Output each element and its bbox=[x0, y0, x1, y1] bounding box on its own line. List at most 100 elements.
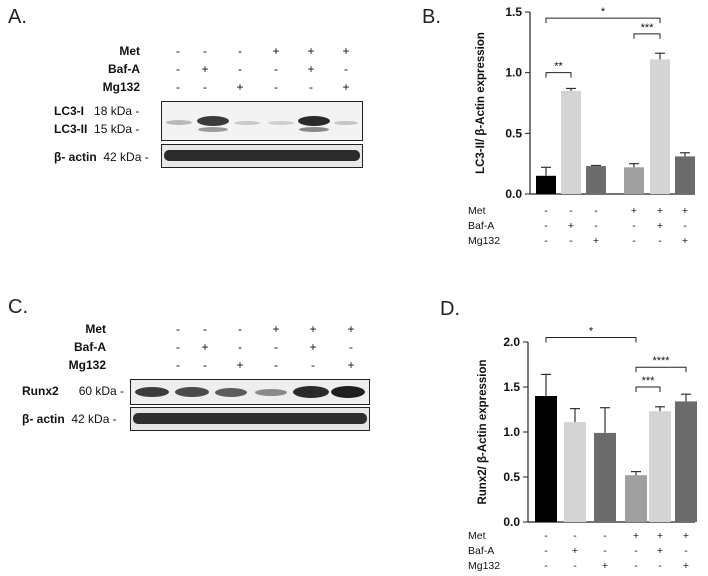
treatment-sign: + bbox=[342, 80, 350, 94]
treatment-sign: - bbox=[176, 322, 180, 336]
band bbox=[166, 120, 192, 125]
treatment-sign: + bbox=[201, 340, 209, 354]
panel-d-label: D. bbox=[440, 298, 460, 320]
treatment-sign: - bbox=[603, 545, 607, 557]
band bbox=[299, 127, 329, 132]
blot-image-actin-a bbox=[161, 144, 363, 168]
treatment-label: Met bbox=[119, 44, 140, 58]
treatment-sign: - bbox=[573, 530, 577, 542]
treatment-sign: + bbox=[657, 205, 663, 217]
treatment-sign: - bbox=[238, 340, 242, 354]
protein-size: 18 kDa - bbox=[94, 104, 140, 118]
treatment-sign: + bbox=[307, 62, 315, 76]
panel-a-label: A. bbox=[8, 6, 27, 28]
treatment-sign: + bbox=[683, 530, 689, 542]
treatment-sign: + bbox=[236, 80, 244, 94]
treatment-sign: + bbox=[682, 205, 688, 217]
treatment-label: Baf-A bbox=[468, 545, 494, 557]
y-tick-label: 2.0 bbox=[503, 335, 520, 349]
treatment-sign: + bbox=[657, 545, 663, 557]
treatment-sign: - bbox=[344, 62, 348, 76]
treatment-sign: - bbox=[658, 235, 662, 247]
treatment-sign: - bbox=[544, 545, 548, 557]
band bbox=[298, 116, 330, 126]
significance-label: * bbox=[601, 6, 606, 18]
treatment-sign: - bbox=[311, 358, 315, 372]
treatment-sign: - bbox=[632, 235, 636, 247]
treatment-sign: + bbox=[309, 322, 317, 336]
treatment-sign: + bbox=[602, 560, 608, 572]
y-tick-label: 1.5 bbox=[503, 380, 520, 394]
treatment-sign: - bbox=[569, 205, 573, 217]
band bbox=[293, 386, 329, 398]
protein-name: LC3-II bbox=[54, 122, 88, 136]
treatment-sign: - bbox=[658, 560, 662, 572]
significance-label: ** bbox=[554, 61, 563, 73]
treatment-sign: + bbox=[633, 530, 639, 542]
band bbox=[135, 387, 169, 397]
treatment-label: Met bbox=[468, 205, 486, 217]
protein-name: LC3-I bbox=[54, 104, 84, 118]
band bbox=[133, 413, 367, 424]
band bbox=[268, 121, 294, 125]
significance-bracket bbox=[635, 386, 661, 392]
treatment-sign: - bbox=[274, 340, 278, 354]
panel-b-label: B. bbox=[422, 6, 441, 28]
band bbox=[255, 389, 287, 396]
treatment-sign: - bbox=[309, 80, 313, 94]
bar bbox=[535, 396, 557, 522]
treatment-sign: - bbox=[603, 530, 607, 542]
treatment-sign: + bbox=[683, 560, 689, 572]
y-tick-label: 1.5 bbox=[505, 5, 522, 19]
y-tick-label: 0.0 bbox=[503, 515, 520, 529]
treatment-label: Met bbox=[468, 530, 486, 542]
treatment-sign: + bbox=[631, 205, 637, 217]
bar bbox=[536, 175, 556, 194]
y-axis-label: LC3-II/ β-Actin expression bbox=[475, 32, 487, 174]
significance-label: * bbox=[589, 326, 594, 338]
blot-label-runx2: Runx2 60 kDa - bbox=[22, 384, 124, 398]
treatment-sign: + bbox=[347, 322, 355, 336]
protein-name: β- actin bbox=[22, 412, 65, 426]
bar bbox=[675, 401, 697, 522]
treatment-sign: - bbox=[176, 340, 180, 354]
blot-label-actin-c: β- actin 42 kDa - bbox=[22, 412, 117, 426]
treatment-sign: - bbox=[274, 358, 278, 372]
panel-b: B. 0.0 0.5 1.0 1.5 LC3-II/ β-Actin expressio… bbox=[400, 0, 708, 280]
treatment-sign: - bbox=[176, 80, 180, 94]
chart-d: 0.0 0.5 1.0 1.5 2.0 Runx2/ β-Actin expression… bbox=[468, 326, 697, 572]
treatment-sign: - bbox=[176, 358, 180, 372]
treatment-sign: + bbox=[657, 220, 663, 232]
significance-bracket bbox=[545, 337, 637, 343]
blot-image-lc3 bbox=[161, 101, 363, 141]
band bbox=[334, 121, 358, 125]
treatment-label: Mg132 bbox=[102, 80, 140, 94]
treatment-sign: + bbox=[682, 235, 688, 247]
panel-c: C. Met - - - + + + Baf-A - + - - + - Mg132 - - + - - + Runx2… bbox=[0, 290, 380, 450]
treatment-label: Mg132 bbox=[68, 358, 106, 372]
bar bbox=[561, 90, 581, 194]
bar bbox=[564, 422, 586, 522]
y-tick-label: 0.5 bbox=[503, 470, 520, 484]
protein-name: β- actin bbox=[54, 150, 97, 164]
treatment-sign: - bbox=[684, 545, 688, 557]
panel-a: A. Met - - - + + + Baf-A - + - - + - Mg132 - - + - - + LC3-I… bbox=[0, 0, 363, 280]
significance-bracket bbox=[633, 33, 661, 39]
treatment-sign: - bbox=[176, 62, 180, 76]
treatment-sign: + bbox=[272, 44, 280, 58]
significance-bracket bbox=[545, 17, 661, 24]
treatment-sign: - bbox=[544, 235, 548, 247]
y-tick-label: 1.0 bbox=[505, 66, 522, 80]
treatment-sign: - bbox=[634, 545, 638, 557]
bar bbox=[594, 432, 616, 522]
treatment-sign: - bbox=[544, 560, 548, 572]
protein-size: 42 kDa - bbox=[103, 150, 149, 164]
protein-name: Runx2 bbox=[22, 384, 59, 398]
y-tick-label: 0.0 bbox=[505, 187, 522, 201]
treatment-sign: - bbox=[594, 220, 598, 232]
treatment-sign: - bbox=[573, 560, 577, 572]
treatment-sign: - bbox=[544, 530, 548, 542]
treatment-label: Baf-A bbox=[74, 340, 106, 354]
treatment-sign: + bbox=[593, 235, 599, 247]
blot-label-actin-a: β- actin 42 kDa - bbox=[54, 150, 149, 164]
